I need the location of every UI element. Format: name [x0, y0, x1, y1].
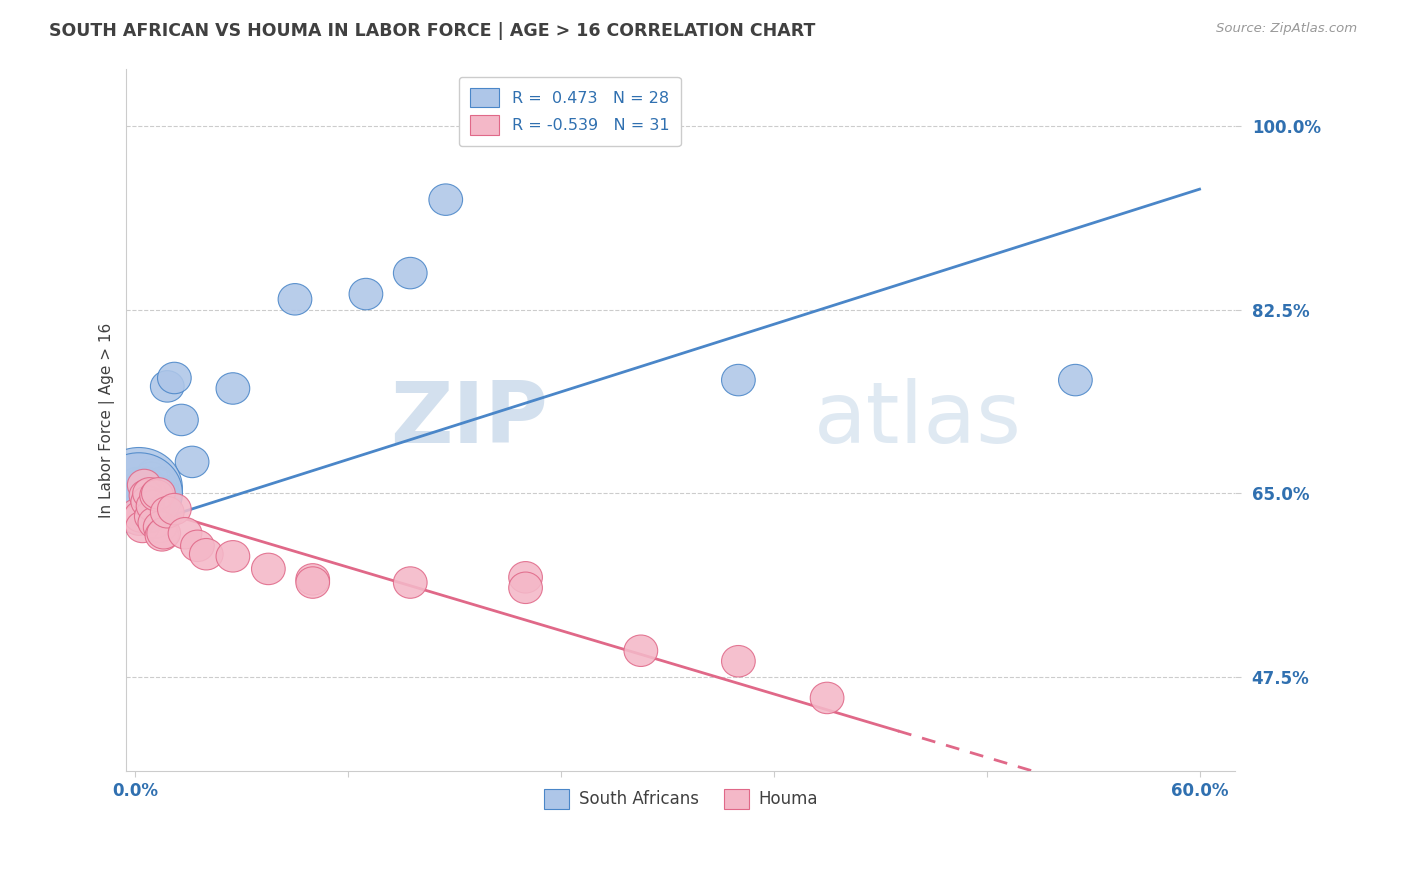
Ellipse shape — [624, 635, 658, 666]
Ellipse shape — [252, 553, 285, 584]
Ellipse shape — [295, 564, 329, 595]
Ellipse shape — [96, 448, 183, 529]
Ellipse shape — [142, 477, 176, 509]
Ellipse shape — [165, 404, 198, 435]
Ellipse shape — [143, 469, 177, 500]
Legend: South Africans, Houma: South Africans, Houma — [537, 782, 825, 816]
Ellipse shape — [721, 646, 755, 677]
Text: SOUTH AFRICAN VS HOUMA IN LABOR FORCE | AGE > 16 CORRELATION CHART: SOUTH AFRICAN VS HOUMA IN LABOR FORCE | … — [49, 22, 815, 40]
Ellipse shape — [135, 462, 169, 493]
Y-axis label: In Labor Force | Age > 16: In Labor Force | Age > 16 — [100, 322, 115, 517]
Ellipse shape — [169, 517, 202, 549]
Ellipse shape — [121, 467, 155, 499]
Ellipse shape — [190, 539, 224, 570]
Text: Source: ZipAtlas.com: Source: ZipAtlas.com — [1216, 22, 1357, 36]
Ellipse shape — [157, 493, 191, 524]
Ellipse shape — [176, 446, 209, 477]
Ellipse shape — [131, 486, 165, 517]
Ellipse shape — [150, 371, 184, 402]
Text: atlas: atlas — [814, 378, 1022, 461]
Ellipse shape — [122, 504, 156, 535]
Ellipse shape — [278, 284, 312, 315]
Ellipse shape — [150, 497, 184, 528]
Ellipse shape — [138, 507, 172, 539]
Ellipse shape — [394, 566, 427, 599]
Ellipse shape — [138, 480, 172, 511]
Ellipse shape — [394, 258, 427, 289]
Ellipse shape — [124, 473, 157, 504]
Ellipse shape — [1059, 364, 1092, 396]
Ellipse shape — [157, 362, 191, 393]
Ellipse shape — [131, 467, 165, 499]
Ellipse shape — [429, 184, 463, 215]
Ellipse shape — [135, 500, 169, 533]
Ellipse shape — [124, 500, 157, 533]
Ellipse shape — [132, 477, 166, 509]
Ellipse shape — [146, 480, 180, 511]
Ellipse shape — [129, 467, 163, 499]
Ellipse shape — [128, 473, 162, 504]
Ellipse shape — [139, 491, 173, 522]
Ellipse shape — [121, 499, 155, 530]
Ellipse shape — [125, 511, 159, 542]
Ellipse shape — [145, 520, 179, 551]
Ellipse shape — [125, 467, 159, 499]
Ellipse shape — [509, 562, 543, 593]
Ellipse shape — [128, 469, 162, 500]
Ellipse shape — [145, 467, 179, 499]
Ellipse shape — [180, 530, 214, 562]
Ellipse shape — [217, 373, 250, 404]
Ellipse shape — [129, 480, 163, 511]
Text: ZIP: ZIP — [389, 378, 548, 461]
Ellipse shape — [295, 566, 329, 599]
Ellipse shape — [136, 491, 170, 522]
Ellipse shape — [146, 517, 180, 549]
Ellipse shape — [217, 541, 250, 572]
Ellipse shape — [132, 475, 166, 507]
Ellipse shape — [509, 572, 543, 604]
Ellipse shape — [721, 364, 755, 396]
Ellipse shape — [349, 278, 382, 310]
Ellipse shape — [142, 475, 176, 507]
Ellipse shape — [810, 682, 844, 714]
Ellipse shape — [136, 458, 170, 491]
Ellipse shape — [143, 511, 177, 542]
Ellipse shape — [139, 480, 173, 511]
Ellipse shape — [96, 453, 183, 534]
